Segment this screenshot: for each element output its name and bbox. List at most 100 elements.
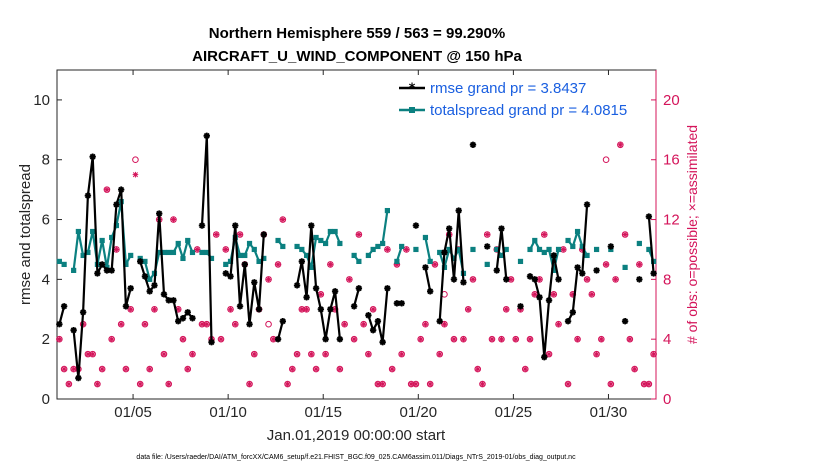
rmse-point — [298, 258, 306, 265]
rmse-point — [422, 264, 429, 271]
totalspread-point — [494, 246, 500, 253]
totalspread-point — [256, 258, 262, 265]
rmse-point — [350, 303, 358, 310]
obs-assimilated-point — [327, 261, 334, 268]
obs-assimilated-point — [85, 351, 91, 357]
obs-assimilated-point — [142, 321, 148, 328]
rmse-point — [293, 282, 301, 289]
totalspread-point — [498, 252, 505, 259]
totalspread-point — [71, 267, 77, 273]
obs-assimilated-point — [246, 381, 253, 387]
totalspread-point — [322, 240, 329, 247]
rmse-point — [574, 264, 581, 271]
rmse-point — [151, 282, 158, 289]
rmse-point — [331, 288, 339, 295]
obs-assimilated-point — [270, 336, 277, 342]
rmse-point — [203, 132, 210, 139]
rmse-point — [460, 279, 467, 286]
obs-assimilated-point — [161, 351, 167, 357]
rmse-point — [75, 374, 82, 382]
y-tick-label: 4 — [42, 271, 50, 288]
rmse-point — [113, 201, 120, 208]
obs-assimilated-point — [94, 381, 101, 387]
obs-assimilated-point — [227, 306, 234, 313]
totalspread-point — [365, 252, 371, 259]
obs-assimilated-point — [203, 321, 210, 328]
rmse-point — [255, 306, 263, 313]
obs-assimilated-point — [460, 336, 467, 342]
rmse-point — [446, 225, 453, 232]
obs-assimilated-point — [541, 231, 548, 238]
totalspread-point — [147, 276, 153, 282]
obs-possible-point — [132, 156, 139, 164]
obs-assimilated-point — [370, 306, 376, 313]
rmse-point — [650, 270, 657, 277]
obs-assimilated-point — [398, 351, 405, 357]
totalspread-point — [636, 240, 642, 247]
rmse-point — [455, 207, 462, 214]
totalspread-point — [166, 249, 172, 256]
totalspread-point — [570, 243, 576, 250]
rmse-point — [583, 201, 591, 208]
obs-assimilated-point — [137, 381, 143, 387]
rmse-point — [251, 279, 258, 286]
rmse-point — [117, 186, 125, 193]
rmse-line — [438, 209, 465, 322]
rmse-point — [607, 243, 615, 250]
obs-assimilated-point — [503, 306, 510, 313]
totalspread-point — [237, 252, 243, 259]
obs-assimilated-point — [389, 366, 395, 372]
rmse-point — [308, 222, 315, 229]
obs-assimilated-point — [127, 306, 134, 313]
obs-assimilated-point — [413, 381, 419, 387]
totalspread-point — [261, 255, 267, 262]
obs-assimilated-point — [61, 366, 67, 372]
obs-assimilated-point — [589, 291, 595, 298]
obs-assimilated-point — [89, 351, 96, 357]
rmse-line — [647, 216, 655, 274]
totalspread-point — [546, 246, 552, 253]
obs-assimilated-point — [318, 291, 324, 298]
totalspread-point — [446, 246, 452, 253]
obs-assimilated-point — [356, 231, 362, 238]
rmse-point — [241, 261, 248, 268]
rmse-point — [317, 306, 325, 313]
totalspread-point — [318, 237, 324, 244]
obs-assimilated-point — [546, 351, 552, 357]
totalspread-point — [199, 249, 205, 256]
chart-title: Northern Hemisphere 559 / 563 = 99.290% — [209, 25, 505, 42]
rmse-point — [312, 285, 320, 292]
obs-assimilated-point — [608, 381, 614, 387]
totalspread-point — [161, 249, 167, 256]
totalspread-point — [109, 234, 115, 241]
totalspread-line — [424, 237, 432, 262]
obs-assimilated-point — [598, 336, 605, 342]
rmse-point — [645, 213, 653, 220]
obs-assimilated-point — [184, 366, 191, 372]
obs-assimilated-point — [417, 336, 424, 342]
obs-assimilated-point — [151, 306, 158, 313]
obs-assimilated-point — [474, 366, 481, 372]
totalspread-point — [185, 237, 191, 244]
totalspread-point — [303, 252, 310, 259]
obs-assimilated-point — [341, 321, 348, 328]
totalspread-point — [180, 255, 186, 262]
totalspread-point — [142, 258, 148, 265]
rmse-point — [412, 222, 420, 229]
y-tick-label: 10 — [33, 92, 50, 109]
y-tick-label: 2 — [42, 331, 50, 348]
obs-assimilated-point — [180, 336, 186, 342]
totalspread-point — [175, 240, 181, 247]
totalspread-point — [280, 243, 286, 250]
obs-assimilated-point — [565, 381, 571, 387]
totalspread-point — [399, 243, 405, 250]
rmse-point — [545, 297, 553, 304]
totalspread-point — [622, 264, 628, 270]
rmse-point — [526, 273, 534, 280]
totalspread-point — [593, 246, 600, 253]
obs-assimilated-point — [484, 231, 491, 238]
obs-assimilated-point — [422, 321, 429, 328]
obs-possible-point — [602, 156, 610, 164]
obs-assimilated-point — [579, 246, 586, 253]
data-file-footer: data file: /Users/raeder/DAI/ATM_forcXX/… — [136, 454, 576, 461]
